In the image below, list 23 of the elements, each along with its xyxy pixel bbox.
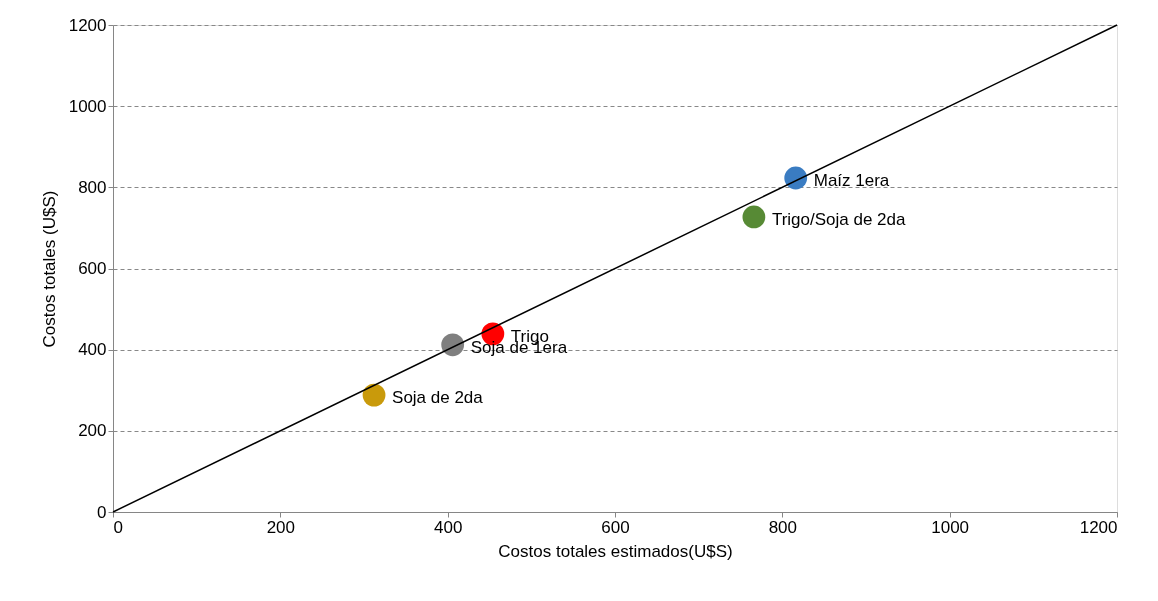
x-tick-label: 200 (266, 517, 296, 537)
y-tick-label: 1200 (68, 15, 107, 35)
series-label: Maíz 1era (813, 171, 890, 190)
y-tick-label: 200 (78, 421, 107, 441)
series-label: Trigo/Soja de 2da (771, 209, 906, 229)
point (441, 333, 465, 357)
y-axis-title: Costos totales (U$S) (39, 190, 59, 348)
y-tick-label: 600 (78, 259, 107, 278)
x-tick-label: 0 (113, 517, 123, 537)
y-tick-label: 400 (78, 340, 107, 360)
series-label: Soja de 2da (392, 388, 484, 408)
x-axis-title: Costos totales estimados(U$S) (498, 541, 733, 561)
x-tick-label: 600 (601, 517, 630, 537)
point (742, 205, 766, 229)
x-tick-label: 800 (768, 517, 798, 537)
x-tick-label: 1000 (931, 517, 970, 537)
y-tick-label: 1000 (68, 96, 107, 116)
x-tick-label: 1200 (1079, 517, 1118, 537)
x-tick-label: 400 (433, 517, 463, 537)
y-tick-label: 800 (78, 177, 107, 197)
y-tick-label: 0 (97, 502, 107, 522)
point (784, 166, 808, 190)
point (362, 383, 386, 407)
